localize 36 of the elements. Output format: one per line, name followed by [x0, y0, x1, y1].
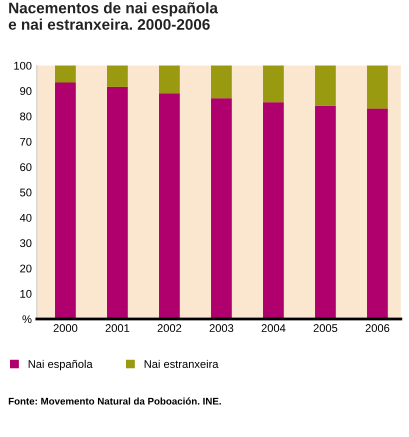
bar — [55, 66, 76, 83]
y-tick-label: 50 — [20, 188, 32, 196]
legend-label: Nai estranxeira — [144, 360, 218, 368]
y-tick-label: 30 — [20, 239, 32, 248]
x-tick-label: 2001 — [106, 324, 130, 332]
bar — [263, 66, 284, 102]
bar — [367, 108, 388, 320]
y-tick-label: 80 — [20, 112, 32, 120]
y-tick-label: % — [22, 315, 32, 324]
chart-title: Nacementos de nai española e nai estranxeira. 2000-2006 — [8, 2, 218, 30]
x-tick-label: 2005 — [314, 324, 338, 332]
y-tick-label: 90 — [20, 87, 32, 96]
bar — [263, 102, 284, 320]
bar — [315, 66, 336, 106]
x-tick-label: 2006 — [366, 324, 390, 332]
y-tick-label: 60 — [20, 163, 32, 172]
y-tick-label: 20 — [20, 264, 32, 272]
bar — [367, 66, 388, 109]
bar — [211, 66, 232, 98]
bar — [315, 106, 336, 320]
y-tick-label: 10 — [20, 290, 32, 298]
x-tick-label: 2002 — [158, 324, 182, 332]
bar — [107, 86, 128, 320]
x-tick-label: 2000 — [54, 324, 78, 332]
y-tick-label: 70 — [20, 138, 32, 146]
legend-label: Nai española — [28, 360, 93, 370]
bar — [211, 98, 232, 320]
bar — [159, 66, 180, 94]
bar — [107, 66, 128, 87]
bar — [55, 82, 76, 320]
x-tick-label: 2003 — [210, 324, 234, 332]
y-tick-label: 100 — [14, 62, 32, 70]
x-tick-label: 2004 — [262, 324, 286, 332]
source-note: Fonte: Movemento Natural da Poboación. INE. — [8, 397, 221, 405]
bar — [159, 93, 180, 320]
y-tick-label: 40 — [20, 214, 32, 222]
